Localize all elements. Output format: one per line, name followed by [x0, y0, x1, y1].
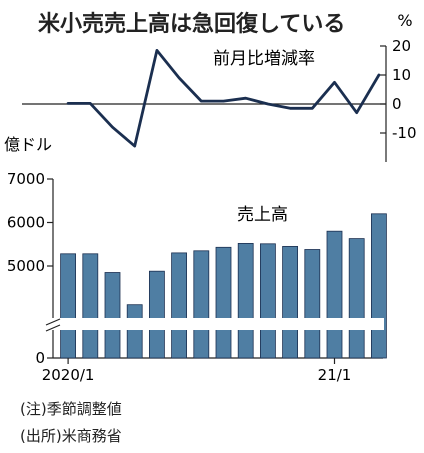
line-y-tick-label: -10	[392, 124, 417, 142]
bar	[215, 246, 232, 359]
bar	[126, 304, 143, 359]
bar	[82, 253, 99, 359]
line-y-tick-label: 20	[392, 37, 411, 55]
line-y-tick-label: 0	[392, 95, 402, 113]
note-source: (出所)米商務省	[20, 427, 122, 445]
bar-y-tick-label: 0	[35, 349, 45, 367]
line-series	[66, 49, 381, 148]
bar	[370, 213, 387, 359]
axis-break-gap	[30, 318, 384, 330]
bar-series-label: 売上高	[237, 205, 288, 225]
bar	[282, 245, 299, 359]
bar-x-tick-label: 2020/1	[42, 366, 95, 384]
bar	[259, 243, 276, 359]
bar-y-tick-label: 5000	[7, 257, 45, 275]
bar	[60, 253, 76, 359]
line-unit-label: %	[397, 11, 412, 30]
axis-break-mark	[45, 324, 61, 332]
line-chart: 20 10 0 -10	[22, 37, 417, 162]
bar	[193, 250, 210, 359]
line-series-label: 前月比増減率	[213, 49, 315, 69]
bar-unit-label: 億ドル	[4, 135, 52, 154]
bar	[237, 242, 254, 359]
bar	[104, 272, 121, 359]
bar	[171, 252, 188, 359]
bar	[326, 230, 343, 359]
bar-y-tick-label: 6000	[7, 214, 45, 232]
chart-title: 米小売売上高は急回復している	[38, 12, 346, 37]
bar	[304, 249, 321, 359]
bar	[148, 270, 165, 359]
note-seasonal: (注)季節調整値	[20, 400, 122, 418]
line-y-tick-label: 10	[392, 66, 411, 84]
axis-break-mark	[45, 318, 61, 326]
bar-x-tick-label: 21/1	[318, 366, 352, 384]
bar-y-tick-label: 7000	[7, 170, 45, 188]
bar	[348, 238, 365, 359]
